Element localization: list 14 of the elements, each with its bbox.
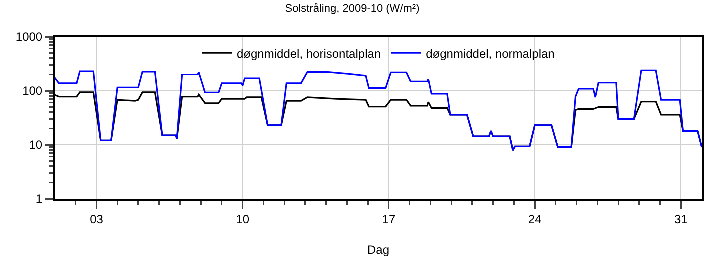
line-series (55, 70, 702, 152)
y-tick-label: 1000 (16, 30, 43, 44)
y-tick-label: 100 (22, 84, 43, 98)
x-tick-label: 03 (90, 212, 104, 226)
x-tick-label: 17 (382, 212, 396, 226)
legend-label: døgnmiddel, normalplan (426, 46, 555, 61)
y-tick-label: 10 (29, 138, 43, 152)
x-tick-label: 24 (528, 212, 542, 226)
chart-title: Solstråling, 2009-10 (W/m²) (285, 2, 420, 15)
x-axis-title: Dag (367, 242, 390, 257)
legend-label: døgnmiddel, horisontalplan (237, 46, 382, 61)
y-tick-label: 1 (36, 192, 43, 206)
x-tick-label: 10 (236, 212, 250, 226)
x-tick-label: 31 (674, 212, 688, 226)
